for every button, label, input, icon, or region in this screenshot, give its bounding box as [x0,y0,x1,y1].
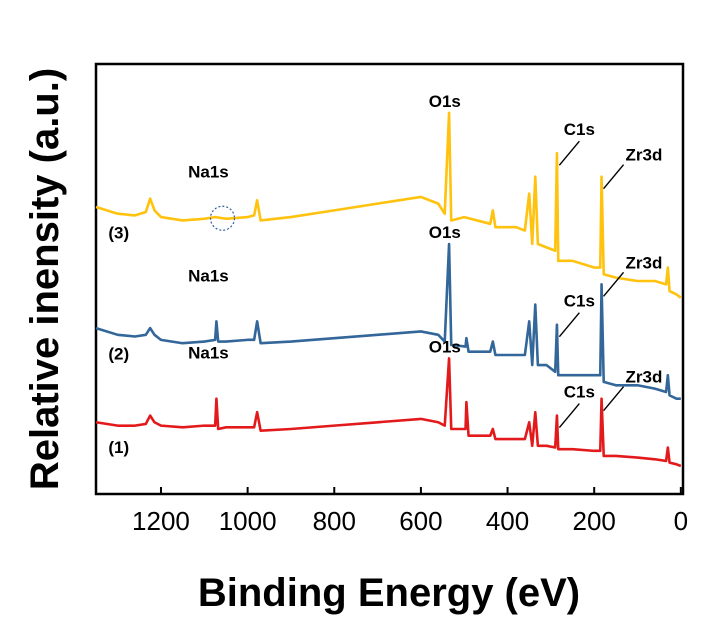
x-axis-ticks: 1200 1000 800 600 400 200 0 [132,487,688,536]
leader-line [558,140,580,166]
peak-label: Na1s [188,266,229,285]
peak-label: O1s [429,92,461,111]
peak-label: Na1s [188,162,229,181]
x-tick-label: 1000 [219,506,277,536]
x-tick-label: 400 [486,506,529,536]
curve-label: (3) [108,223,129,242]
annotation-layer: (3) (2) (1) Na1s O1s C1s Zr3d Na1s O1s C1s Zr3d Na1… [108,92,662,457]
x-axis-title: Binding Energy (eV) [198,571,580,615]
series-layer [95,111,682,468]
x-tick-label: 1200 [132,506,190,536]
leader-line [558,312,580,338]
leader-line [558,403,580,428]
series-line-3 [95,357,682,468]
peak-label: C1s [564,120,595,139]
curve-label: (1) [108,438,129,457]
x-tick-label: 200 [572,506,615,536]
y-axis-title: Relative inensity (a.u.) [23,68,67,490]
leader-line [603,386,625,412]
x-tick-label: 0 [674,506,688,536]
x-tick-label: 800 [313,506,356,536]
plot-frame [94,62,685,496]
peak-label: Zr3d [626,146,663,165]
peak-label: O1s [429,337,461,356]
peak-label: Zr3d [626,368,663,387]
peak-label: Zr3d [626,253,663,272]
peak-label: Na1s [188,344,229,363]
series-line-1 [95,111,682,299]
peak-label: O1s [429,223,461,242]
series-line-2 [95,242,681,401]
x-tick-label: 600 [399,506,442,536]
leader-line [603,164,625,190]
peak-label: C1s [564,383,595,402]
na1s-highlight-circle [209,205,236,231]
leader-line [603,271,625,297]
curve-label: (2) [108,344,129,363]
peak-label: C1s [564,292,595,311]
